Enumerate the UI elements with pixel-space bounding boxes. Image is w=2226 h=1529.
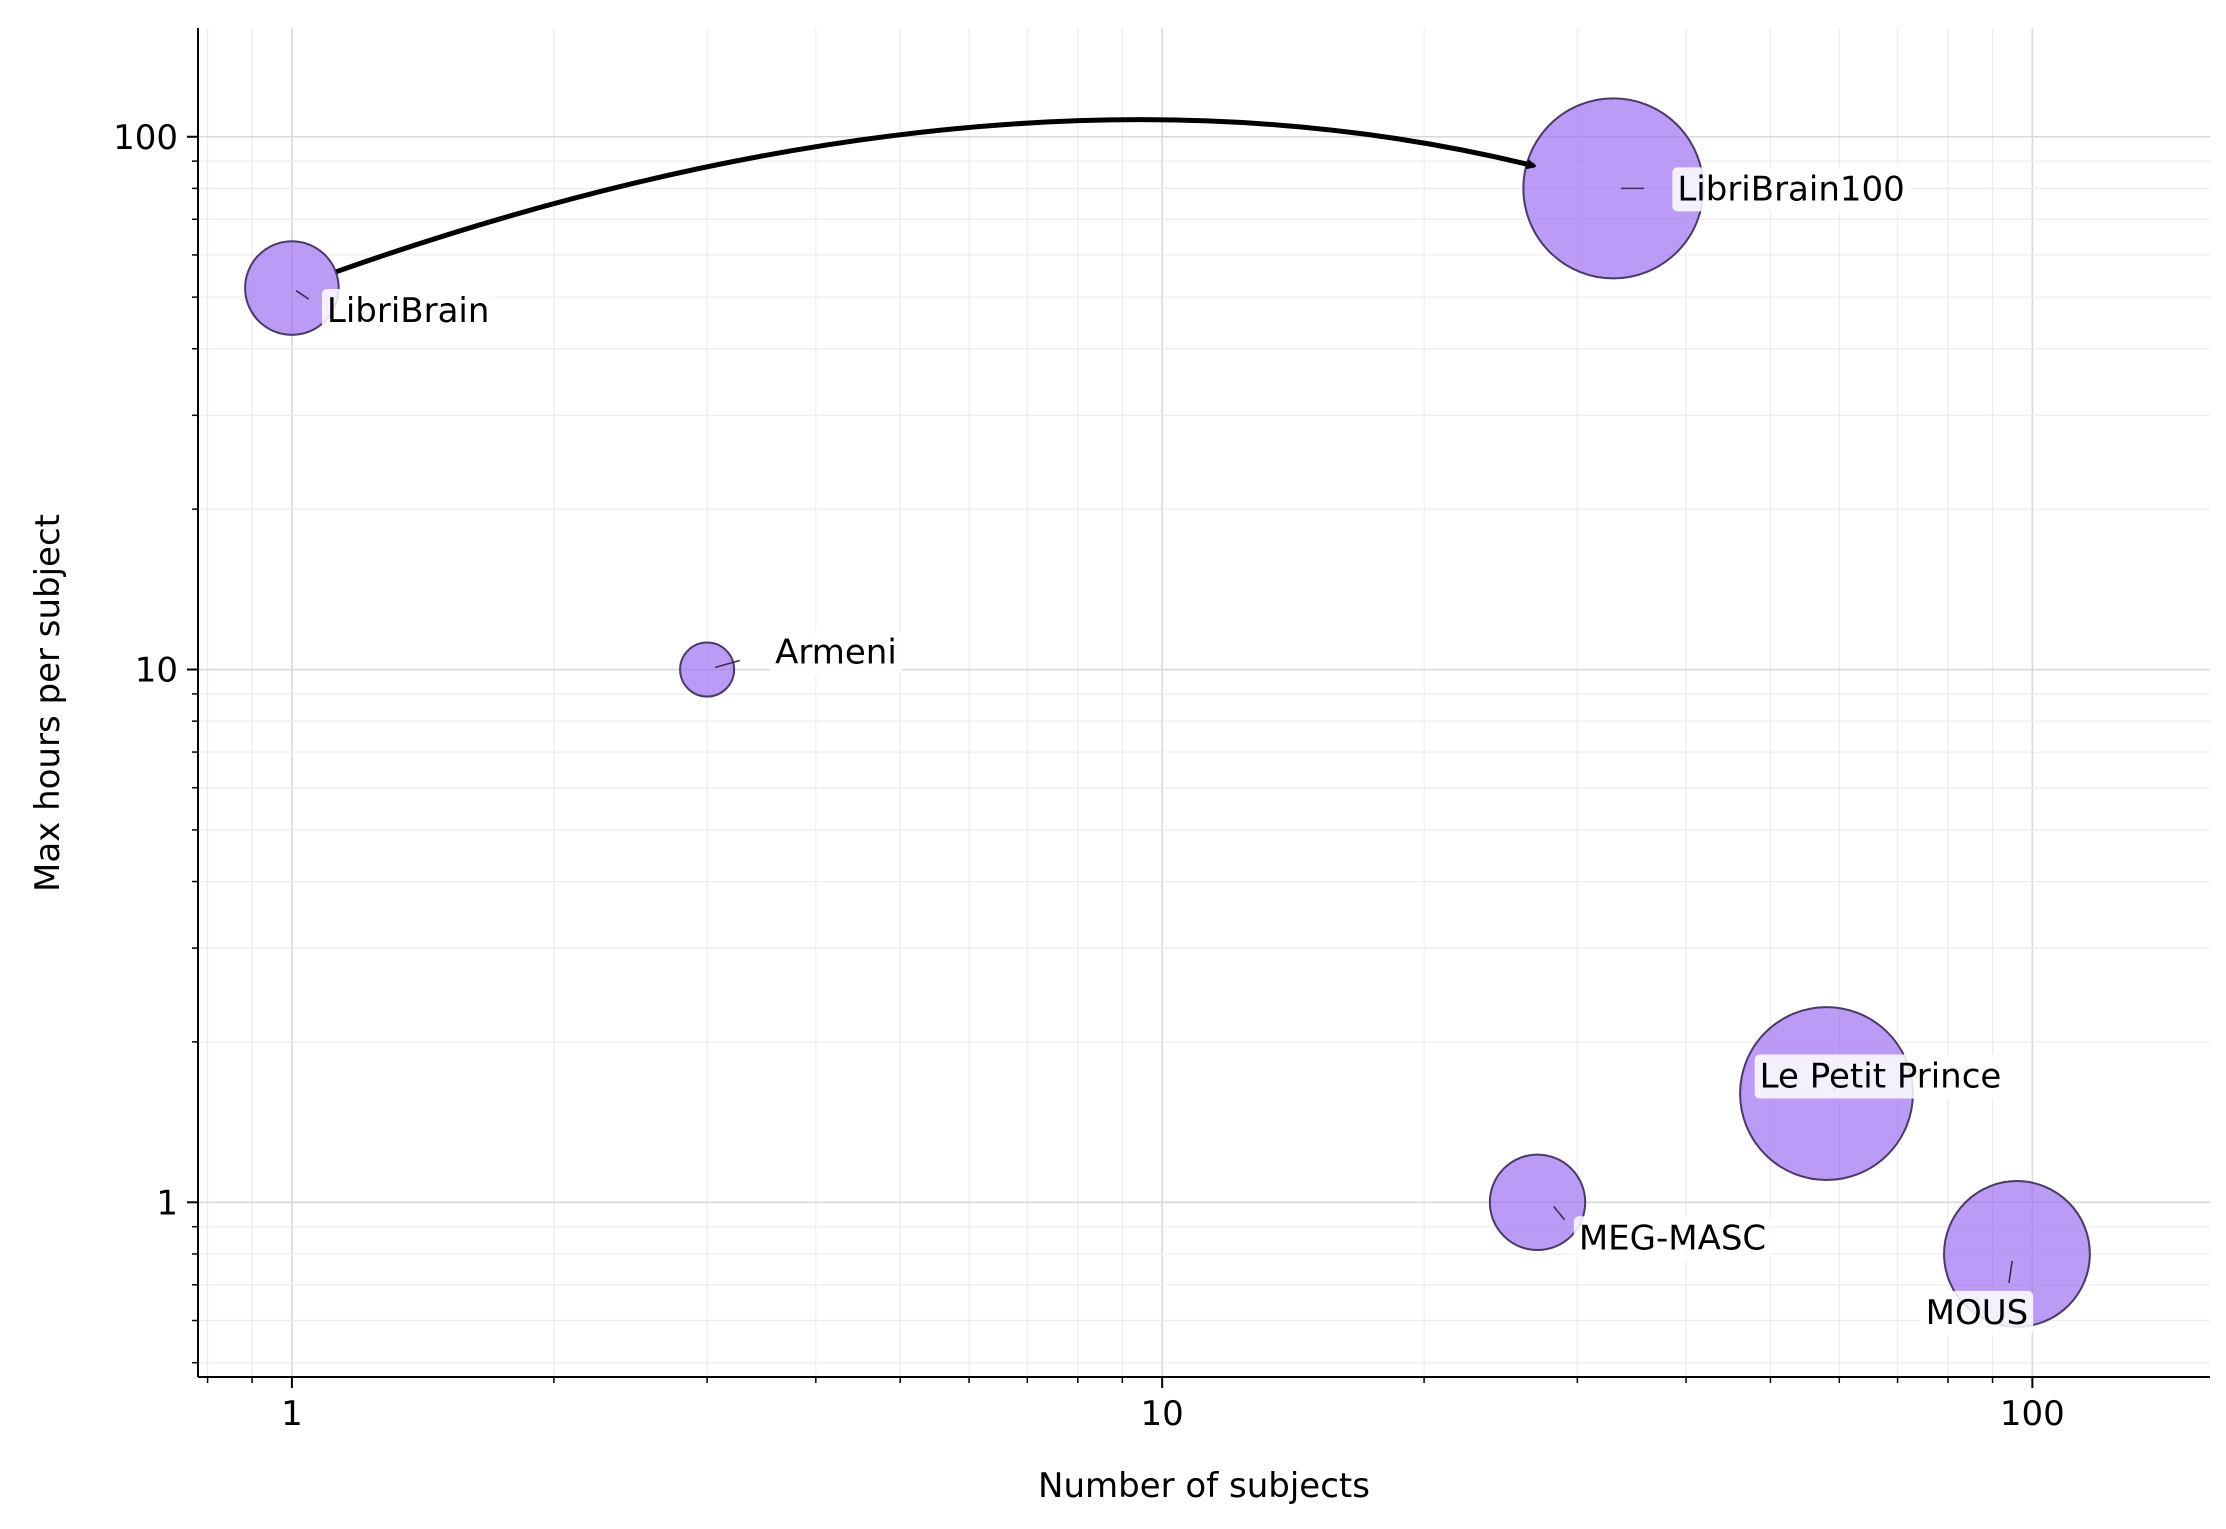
bubble (244, 240, 340, 336)
point-label-group: Armeni (770, 630, 902, 675)
point-label-group: MEG-MASC (1573, 1216, 1772, 1261)
point-label: Armeni (775, 633, 897, 673)
bubble (679, 641, 736, 698)
point-label: Le Petit Prince (1760, 1057, 2002, 1097)
annotation-arrows (335, 117, 1534, 275)
point-label-background (1672, 167, 1910, 212)
leader-line (1553, 1205, 1566, 1221)
point-label-background (1920, 1290, 2034, 1335)
point-label-group: MOUS (1920, 1290, 2034, 1335)
leader-line (2008, 1260, 2013, 1284)
point-label-group: Le Petit Prince (1754, 1054, 2007, 1099)
point-label-background (770, 630, 902, 675)
point-label-group: LibriBrain100 (1672, 167, 1910, 212)
point-labels: LibriBrain LibriBrain100 Armeni Le Petit Pr… (321, 167, 2034, 1335)
point-label: LibriBrain (327, 291, 490, 331)
point-label: MEG-MASC (1579, 1218, 1766, 1258)
point-label: MOUS (1926, 1293, 2029, 1333)
axes (197, 28, 2210, 1378)
point-label-background (1573, 1216, 1772, 1261)
x-tick-label: 100 (2000, 1394, 2065, 1434)
x-tick-label: 10 (1141, 1394, 1184, 1434)
point-label-background (1754, 1054, 2007, 1099)
x-tick-label: 1 (281, 1394, 303, 1434)
grid (198, 28, 2210, 1377)
y-tick-label: 100 (113, 118, 178, 158)
point-label-background (321, 289, 495, 334)
arrow-libribrain-to-libribrain100 (335, 117, 1534, 275)
leader-lines (295, 187, 2013, 1284)
point-label: LibriBrain100 (1677, 169, 1904, 209)
y-axis-title: Max hours per subject (28, 514, 68, 892)
x-axis-title: Number of subjects (1038, 1466, 1370, 1506)
leader-line (295, 290, 310, 300)
bubble (1488, 1153, 1587, 1252)
point-label-group: LibriBrain (321, 289, 495, 334)
leader-line (715, 659, 740, 669)
y-tick-label: 10 (135, 651, 178, 691)
y-tick-label: 1 (156, 1183, 178, 1223)
ticks: 1 10 100 1 10 100 (113, 118, 2065, 1434)
